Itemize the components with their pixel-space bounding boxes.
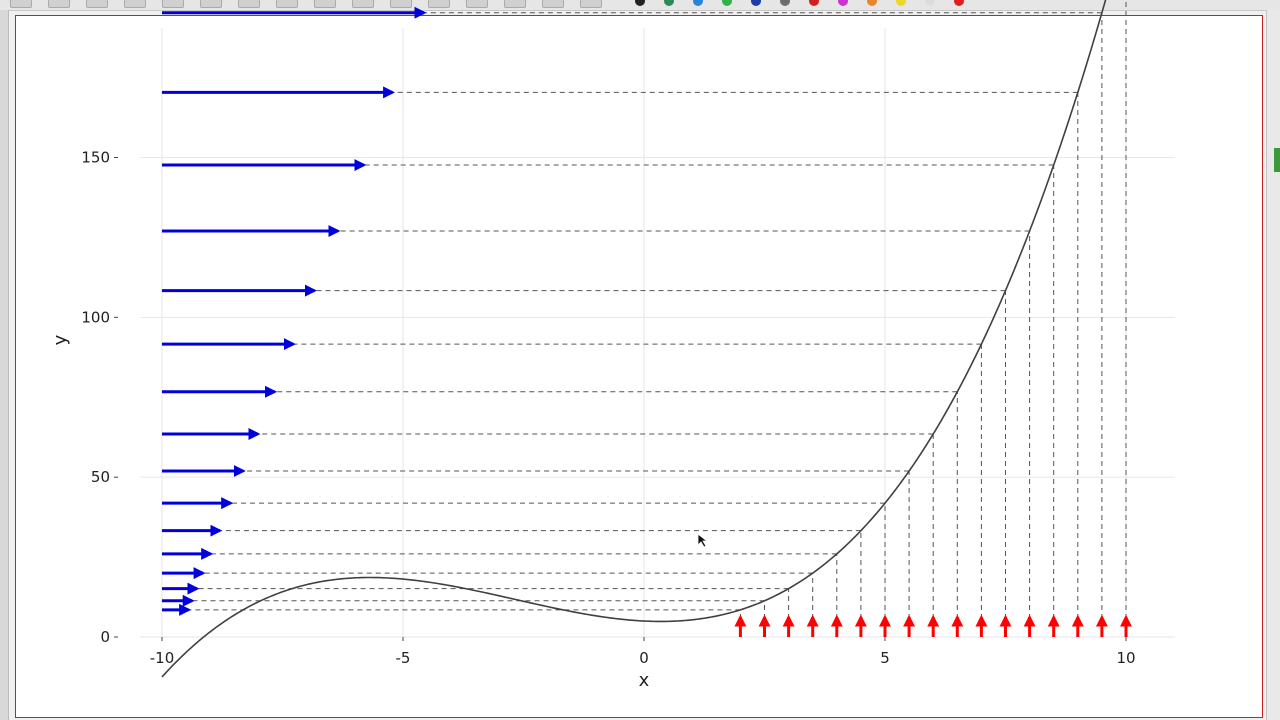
file-icon[interactable] — [10, 0, 32, 8]
pen-icon[interactable] — [86, 0, 108, 8]
color-swatch[interactable] — [809, 0, 819, 6]
y-tick-label: 0 — [100, 628, 110, 646]
color-swatch[interactable] — [693, 0, 703, 6]
color-swatch[interactable] — [635, 0, 645, 6]
y-axis-label: y — [50, 334, 71, 345]
x-tick-label: -5 — [396, 649, 411, 667]
x-tick-label: 0 — [639, 649, 649, 667]
fill-icon[interactable] — [580, 0, 602, 8]
pointer-icon[interactable] — [504, 0, 526, 8]
formula-icon[interactable] — [200, 0, 222, 8]
image-icon[interactable] — [352, 0, 374, 8]
hand-icon[interactable] — [428, 0, 450, 8]
x-axis-ticks: -10 -5 0 5 10 — [150, 637, 1136, 667]
color-swatch[interactable] — [925, 0, 935, 6]
mouse-cursor-icon — [697, 533, 709, 548]
lasso-icon[interactable] — [276, 0, 298, 8]
y-tick-label: 150 — [81, 149, 110, 167]
toolbar — [0, 0, 1280, 11]
eraser-icon[interactable] — [124, 0, 146, 8]
rect-icon[interactable] — [238, 0, 260, 8]
left-window-edge — [0, 10, 9, 720]
x-tick-label: -10 — [150, 649, 175, 667]
color-swatch[interactable] — [838, 0, 848, 6]
y-tick-label: 50 — [91, 468, 110, 486]
refresh-icon[interactable] — [466, 0, 488, 8]
color-swatch[interactable] — [896, 0, 906, 6]
marker-icon[interactable] — [542, 0, 564, 8]
x-tick-label: 5 — [880, 649, 890, 667]
color-swatch[interactable] — [722, 0, 732, 6]
link-icon[interactable] — [314, 0, 336, 8]
scrollbar-thumb[interactable] — [1274, 148, 1280, 172]
y-tick-label: 100 — [81, 308, 110, 326]
color-swatch[interactable] — [867, 0, 877, 6]
input-arrows — [734, 614, 1132, 637]
shape-icon[interactable] — [48, 0, 70, 8]
text-icon[interactable] — [162, 0, 184, 8]
x-tick-label: 10 — [1116, 649, 1135, 667]
output-arrows — [162, 6, 427, 616]
color-swatch[interactable] — [664, 0, 674, 6]
x-axis-label: x — [639, 670, 650, 691]
grid — [140, 28, 1175, 638]
color-swatch[interactable] — [751, 0, 761, 6]
y-axis-ticks: 0 50 100 150 — [81, 149, 118, 646]
function-curve — [161, 0, 1107, 678]
vertical-scrollbar[interactable] — [1266, 10, 1280, 720]
color-swatch[interactable] — [780, 0, 790, 6]
color-swatch[interactable] — [954, 0, 964, 6]
folder-icon[interactable] — [390, 0, 412, 8]
